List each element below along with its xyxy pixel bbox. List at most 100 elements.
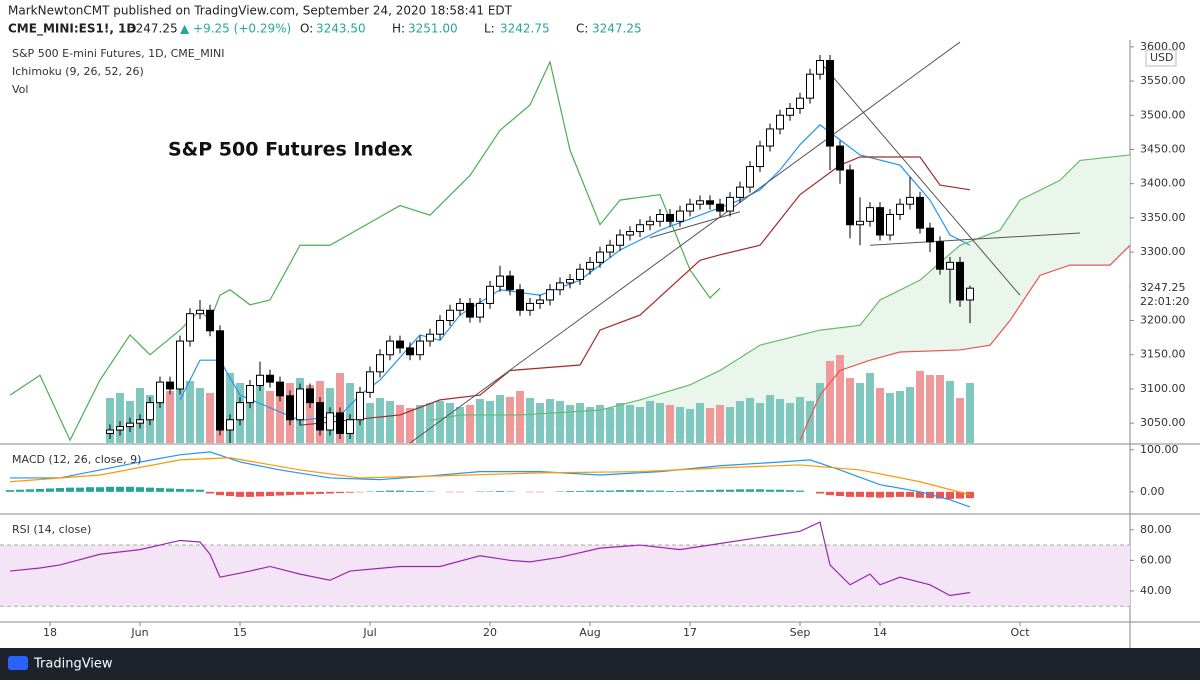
histogram-bar bbox=[826, 492, 834, 495]
last-price-label: 3247.25 bbox=[1140, 281, 1186, 294]
histogram-bar bbox=[706, 490, 714, 492]
candle-body bbox=[107, 430, 114, 433]
volume-bar bbox=[196, 388, 204, 443]
candle-body bbox=[207, 310, 214, 331]
histogram-bar bbox=[196, 490, 204, 492]
candle-body bbox=[317, 403, 324, 430]
candle-body bbox=[157, 382, 164, 403]
volume-bar bbox=[736, 401, 744, 443]
ohlc-value: 3251.00 bbox=[408, 22, 458, 36]
candle-body bbox=[407, 348, 414, 355]
histogram-bar bbox=[576, 491, 584, 492]
histogram-bar bbox=[236, 492, 244, 497]
histogram-bar bbox=[416, 491, 424, 492]
volume-bar bbox=[536, 403, 544, 443]
volume-bar bbox=[746, 398, 754, 443]
histogram-bar bbox=[26, 489, 34, 492]
candle-body bbox=[477, 303, 484, 317]
histogram-bar bbox=[646, 491, 654, 492]
countdown: 22:01:20 bbox=[1140, 295, 1189, 308]
volume-bar bbox=[406, 408, 414, 443]
volume-bar bbox=[556, 401, 564, 443]
histogram-bar bbox=[876, 492, 884, 498]
y-tick-label: 3400.00 bbox=[1140, 177, 1186, 190]
histogram-bar bbox=[866, 492, 874, 497]
candle-body bbox=[507, 276, 514, 290]
histogram-bar bbox=[76, 488, 84, 492]
histogram-bar bbox=[796, 491, 804, 492]
volume-bar bbox=[516, 391, 524, 443]
candle-body bbox=[227, 420, 234, 430]
candle-body bbox=[957, 262, 964, 300]
volume-bar bbox=[376, 398, 384, 443]
histogram-bar bbox=[656, 491, 664, 492]
volume-bar bbox=[426, 403, 434, 443]
histogram-bar bbox=[266, 492, 274, 496]
volume-bar bbox=[676, 407, 684, 443]
candle-body bbox=[457, 303, 464, 310]
volume-bar bbox=[946, 381, 954, 443]
candle-body bbox=[377, 355, 384, 372]
volume-bar bbox=[576, 403, 584, 443]
change: ▲ +9.25 (+0.29%) bbox=[180, 22, 291, 36]
volume-bar bbox=[936, 375, 944, 443]
histogram-bar bbox=[636, 490, 644, 492]
y-tick-label: 60.00 bbox=[1140, 553, 1172, 566]
histogram-bar bbox=[176, 489, 184, 492]
candle-body bbox=[427, 334, 434, 341]
candle-body bbox=[327, 413, 334, 430]
candle-body bbox=[127, 423, 134, 426]
volume-bar bbox=[926, 375, 934, 443]
histogram-bar bbox=[596, 491, 604, 492]
candle-body bbox=[657, 214, 664, 221]
candle-body bbox=[557, 283, 564, 290]
volume-bar bbox=[646, 401, 654, 443]
candle-body bbox=[837, 146, 844, 170]
candle-body bbox=[907, 197, 914, 204]
candle-body bbox=[577, 269, 584, 279]
candle-body bbox=[897, 204, 904, 214]
y-tick-label: 100.00 bbox=[1140, 443, 1179, 456]
volume-bar bbox=[206, 393, 214, 443]
histogram-bar bbox=[756, 489, 764, 492]
candle-body bbox=[537, 300, 544, 303]
histogram-bar bbox=[186, 489, 194, 492]
volume-bar bbox=[116, 393, 124, 443]
volume-bar bbox=[806, 401, 814, 443]
volume-bar bbox=[436, 401, 444, 443]
publisher: MarkNewtonCMT published on TradingView.c… bbox=[8, 4, 513, 18]
histogram-bar bbox=[6, 490, 14, 492]
volume-bar bbox=[256, 385, 264, 443]
candle-body bbox=[917, 197, 924, 228]
volume-bar bbox=[266, 391, 274, 443]
candle-body bbox=[357, 392, 364, 419]
volume-bar bbox=[606, 408, 614, 443]
y-tick-label: 80.00 bbox=[1140, 523, 1172, 536]
histogram-bar bbox=[226, 492, 234, 496]
volume-bar bbox=[896, 391, 904, 443]
histogram-bar bbox=[816, 492, 824, 494]
candle-body bbox=[787, 108, 794, 115]
candle-body bbox=[927, 228, 934, 242]
ohlc-label: O: bbox=[300, 22, 313, 36]
candle-body bbox=[277, 382, 284, 396]
candle-body bbox=[257, 375, 264, 385]
candle-body bbox=[517, 290, 524, 311]
y-tick-label: 3350.00 bbox=[1140, 211, 1186, 224]
volume-bar bbox=[496, 395, 504, 443]
candle-body bbox=[467, 303, 474, 317]
volume-bar bbox=[636, 407, 644, 443]
candle-body bbox=[637, 225, 644, 232]
volume-bar bbox=[666, 405, 674, 443]
candle-body bbox=[337, 413, 344, 434]
x-tick-label: 14 bbox=[873, 626, 887, 639]
y-tick-label: 3150.00 bbox=[1140, 348, 1186, 361]
histogram-bar bbox=[896, 492, 904, 497]
symbol: CME_MINI:ES1!, 1D bbox=[8, 22, 136, 37]
histogram-bar bbox=[586, 491, 594, 492]
candle-body bbox=[307, 389, 314, 403]
volume-bar bbox=[656, 403, 664, 443]
histogram-bar bbox=[216, 492, 224, 495]
volume-bar bbox=[616, 403, 624, 443]
